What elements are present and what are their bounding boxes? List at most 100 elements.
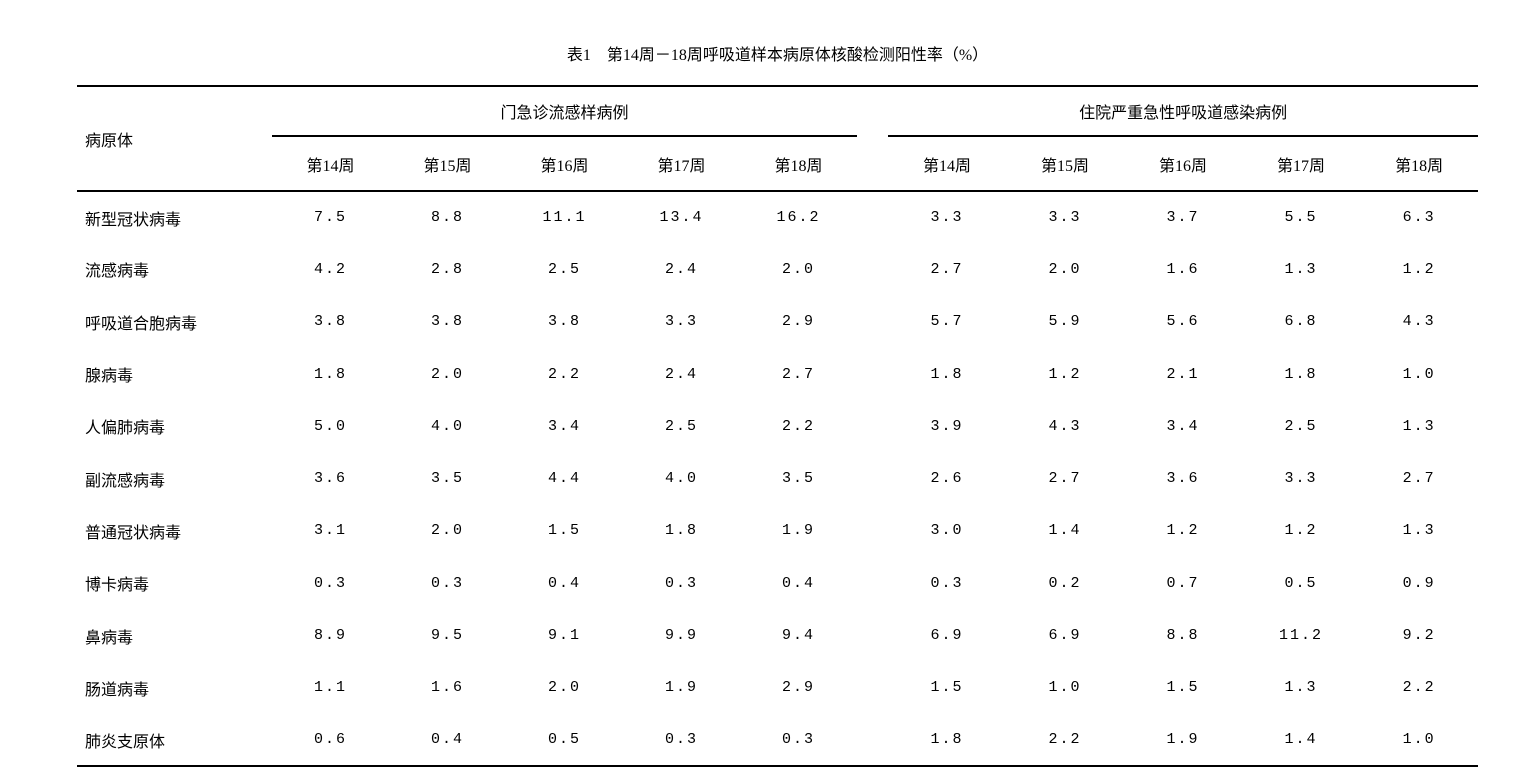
group-gap [857,136,889,192]
value-cell: 5.9 [1048,313,1082,331]
value-cell: 6.3 [1402,209,1436,227]
value-cell: 1.4 [1242,713,1361,768]
value-cell: 1.9 [782,522,816,540]
value-cell: 1.0 [1360,713,1479,768]
column-gap [857,452,888,504]
week-header-sari-18: 第18周 [1360,136,1479,192]
table-row: 鼻病毒 8.9 9.5 9.1 9.9 9.4 6.9 6.9 8.8 11.2… [77,609,1478,661]
week-header-sari-17: 第17周 [1242,136,1361,192]
value-cell: 2.4 [664,260,698,278]
value-cell: 7.5 [313,209,347,227]
value-cell: 3.3 [930,209,964,227]
positivity-rate-table: 病原体 门急诊流感样病例 住院严重急性呼吸道感染病例 第14周 第15周 第16… [77,85,1479,768]
value-cell: 1.6 [430,679,464,697]
column-gap [857,243,888,295]
value-cell: 3.3 [664,313,698,331]
value-cell: 0.5 [1284,574,1318,592]
column-gap [857,400,888,452]
value-cell: 1.8 [1284,365,1318,383]
value-cell: 3.8 [313,313,347,331]
pathogen-column-header: 病原体 [77,86,272,192]
value-cell: 0.7 [1166,574,1200,592]
pathogen-name: 肺炎支原体 [77,713,272,768]
column-gap [857,662,888,714]
value-cell: 3.0 [930,522,964,540]
column-gap [857,557,888,609]
table-row: 呼吸道合胞病毒 3.8 3.8 3.8 3.3 2.9 5.7 5.9 5.6 … [77,296,1478,348]
pathogen-name: 呼吸道合胞病毒 [85,315,198,333]
value-cell: 1.4 [1048,522,1082,540]
week-header-sari-16: 第16周 [1124,136,1243,192]
value-cell: 3.8 [547,313,581,331]
value-cell: 2.9 [782,313,816,331]
value-cell: 0.3 [623,713,740,768]
value-cell: 2.6 [930,470,964,488]
week-header-row: 第14周 第15周 第16周 第17周 第18周 第14周 第15周 第16周 … [77,136,1479,192]
value-cell: 2.7 [782,365,816,383]
week-header-ili-17: 第17周 [623,136,740,192]
value-cell: 9.9 [664,627,698,645]
value-cell: 2.5 [547,260,581,278]
column-gap [857,191,888,243]
table-row: 博卡病毒 0.3 0.3 0.4 0.3 0.4 0.3 0.2 0.7 0.5… [77,557,1478,609]
value-cell: 1.2 [1402,260,1436,278]
value-cell: 4.3 [1402,313,1436,331]
column-gap [857,348,888,400]
value-cell: 0.3 [930,574,964,592]
value-cell: 0.9 [1402,574,1436,592]
week-header-sari-15: 第15周 [1006,136,1125,192]
value-cell: 5.7 [930,313,964,331]
value-cell: 0.3 [430,574,464,592]
value-cell: 9.5 [430,627,464,645]
value-cell: 3.7 [1166,209,1200,227]
value-cell: 1.3 [1402,522,1436,540]
value-cell: 2.2 [1006,713,1125,768]
value-cell: 5.6 [1166,313,1200,331]
value-cell: 3.9 [930,417,964,435]
value-cell: 2.0 [430,522,464,540]
week-header-ili-15: 第15周 [389,136,506,192]
pathogen-name: 腺病毒 [85,368,134,386]
value-cell: 0.5 [506,713,623,768]
value-cell: 8.9 [313,627,347,645]
value-cell: 2.7 [1402,470,1436,488]
table-row: 副流感病毒 3.6 3.5 4.4 4.0 3.5 2.6 2.7 3.6 3.… [77,452,1478,504]
value-cell: 0.4 [389,713,506,768]
value-cell: 2.1 [1166,365,1200,383]
value-cell: 9.1 [547,627,581,645]
value-cell: 6.8 [1284,313,1318,331]
pathogen-name: 普通冠状病毒 [85,524,182,542]
value-cell: 2.8 [430,260,464,278]
value-cell: 8.8 [430,209,464,227]
value-cell: 5.5 [1284,209,1318,227]
value-cell: 1.1 [313,679,347,697]
pathogen-name: 新型冠状病毒 [85,211,182,229]
value-cell: 0.2 [1048,574,1082,592]
pathogen-name: 博卡病毒 [85,577,150,595]
value-cell: 3.4 [1166,417,1200,435]
group-header-ili: 门急诊流感样病例 [272,86,858,137]
week-header-ili-16: 第16周 [506,136,623,192]
value-cell: 1.6 [1166,260,1200,278]
value-cell: 4.0 [430,417,464,435]
value-cell: 3.3 [1048,209,1082,227]
table-row: 肠道病毒 1.1 1.6 2.0 1.9 2.9 1.5 1.0 1.5 1.3… [77,662,1478,714]
value-cell: 2.4 [664,365,698,383]
value-cell: 3.4 [547,417,581,435]
table-row: 腺病毒 1.8 2.0 2.2 2.4 2.7 1.8 1.2 2.1 1.8 … [77,348,1478,400]
value-cell: 4.4 [547,470,581,488]
value-cell: 4.0 [664,470,698,488]
value-cell: 1.9 [664,679,698,697]
week-header-sari-14: 第14周 [888,136,1007,192]
week-header-ili-14: 第14周 [272,136,389,192]
value-cell: 1.8 [930,365,964,383]
value-cell: 2.5 [664,417,698,435]
value-cell: 11.1 [542,209,587,227]
value-cell: 3.8 [430,313,464,331]
value-cell: 3.1 [313,522,347,540]
value-cell: 4.2 [313,260,347,278]
value-cell: 2.2 [782,417,816,435]
pathogen-name: 副流感病毒 [85,472,166,490]
table-row: 普通冠状病毒 3.1 2.0 1.5 1.8 1.9 3.0 1.4 1.2 1… [77,505,1478,557]
